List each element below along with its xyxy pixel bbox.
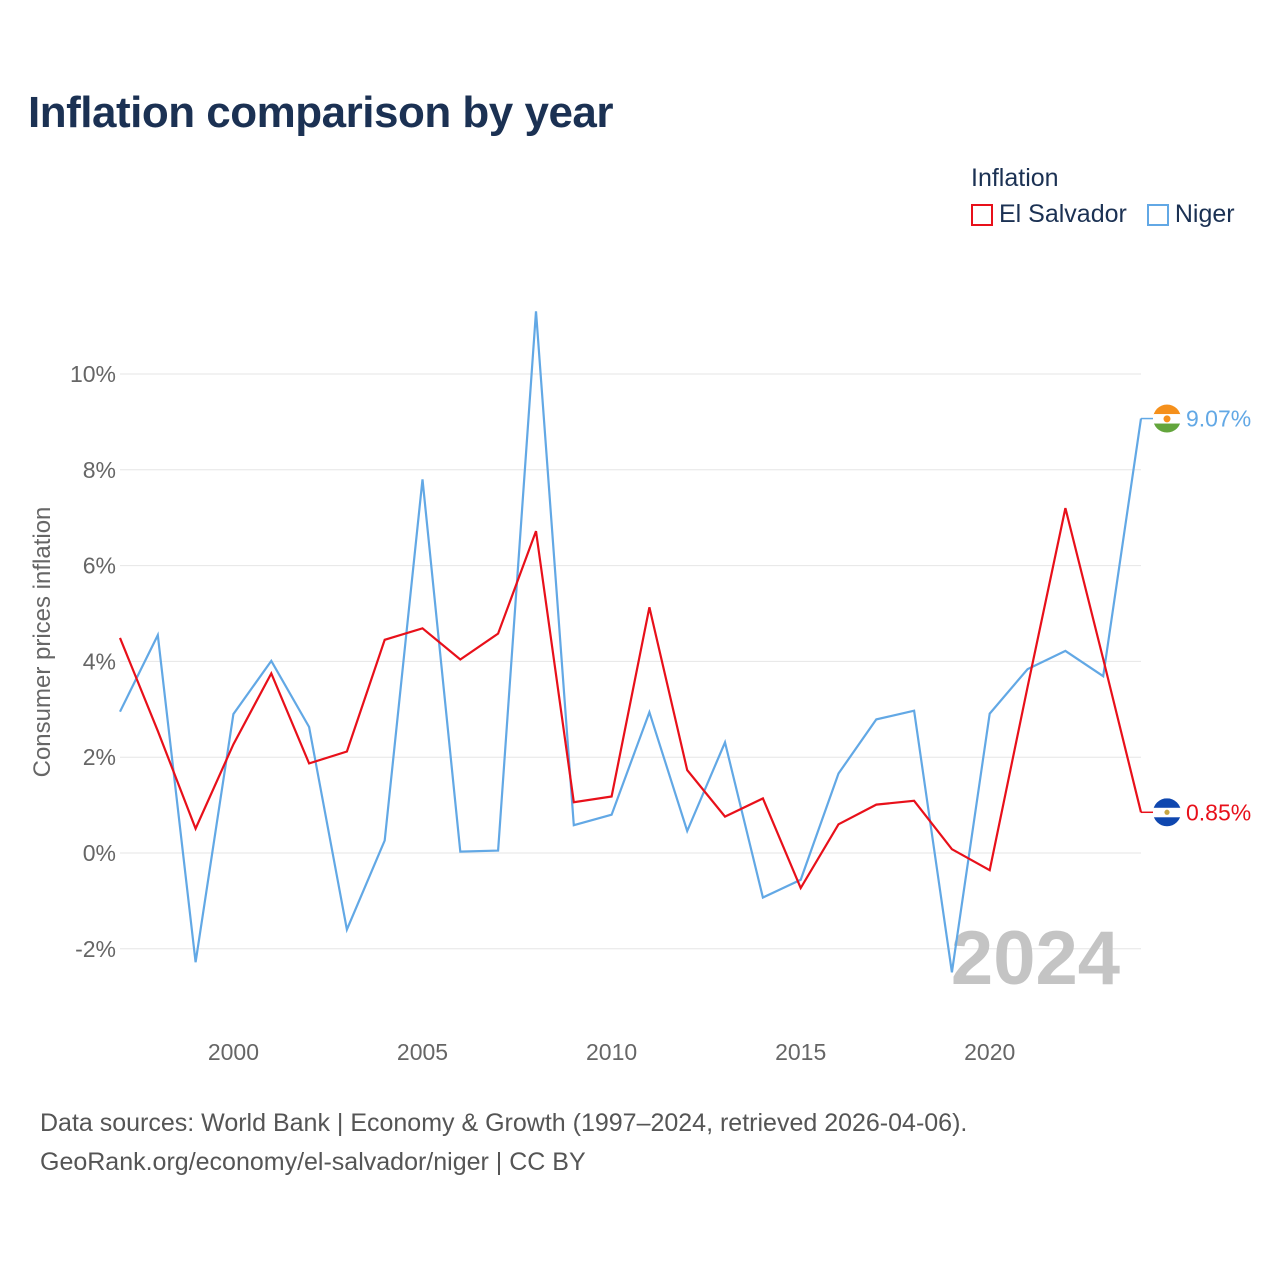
legend-item-el-salvador[interactable]: El Salvador [971, 200, 1127, 229]
flag-niger-icon [1153, 404, 1181, 433]
legend-swatch-niger [1146, 203, 1169, 226]
legend-item-niger[interactable]: Niger [1146, 200, 1235, 229]
legend-title: Inflation [971, 164, 1059, 192]
y-tick-label: -2% [75, 936, 116, 962]
source-line-2[interactable]: GeoRank.org/economy/el-salvador/niger | … [40, 1148, 586, 1176]
chart-title: Inflation comparison by year [28, 88, 614, 137]
legend-label-el-salvador: El Salvador [999, 200, 1127, 228]
legend: Inflation El Salvador Niger [971, 160, 1235, 229]
x-tick-label: 2005 [397, 1039, 448, 1065]
end-label-niger: 9.07% [1186, 406, 1251, 432]
legend-label-niger: Niger [1174, 200, 1235, 228]
end-label-el-salvador: 0.85% [1186, 799, 1251, 825]
y-axis-label: Consumer prices inflation [29, 507, 56, 778]
flag-el-salvador-icon [1153, 798, 1181, 827]
x-tick-label: 2010 [586, 1039, 637, 1065]
year-annotation: 2024 [951, 916, 1120, 1001]
series-line-el-salvador [118, 507, 1143, 891]
legend-swatch-el-salvador [971, 203, 993, 226]
y-tick-label: 0% [83, 840, 116, 866]
x-tick-label: 2020 [964, 1039, 1015, 1065]
x-tick-label: 2000 [208, 1039, 259, 1065]
series-line-niger [119, 311, 1143, 973]
y-tick-label: 2% [83, 744, 116, 770]
y-tick-label: 8% [83, 457, 116, 483]
y-tick-label: 6% [83, 553, 116, 579]
x-tick-label: 2015 [775, 1039, 826, 1065]
y-tick-label: 4% [83, 648, 116, 674]
source-line-1: Data sources: World Bank | Economy & Gro… [40, 1109, 968, 1137]
y-tick-label: 10% [70, 361, 116, 387]
source-note: Data sources: World Bank | Economy & Gro… [40, 1104, 967, 1182]
